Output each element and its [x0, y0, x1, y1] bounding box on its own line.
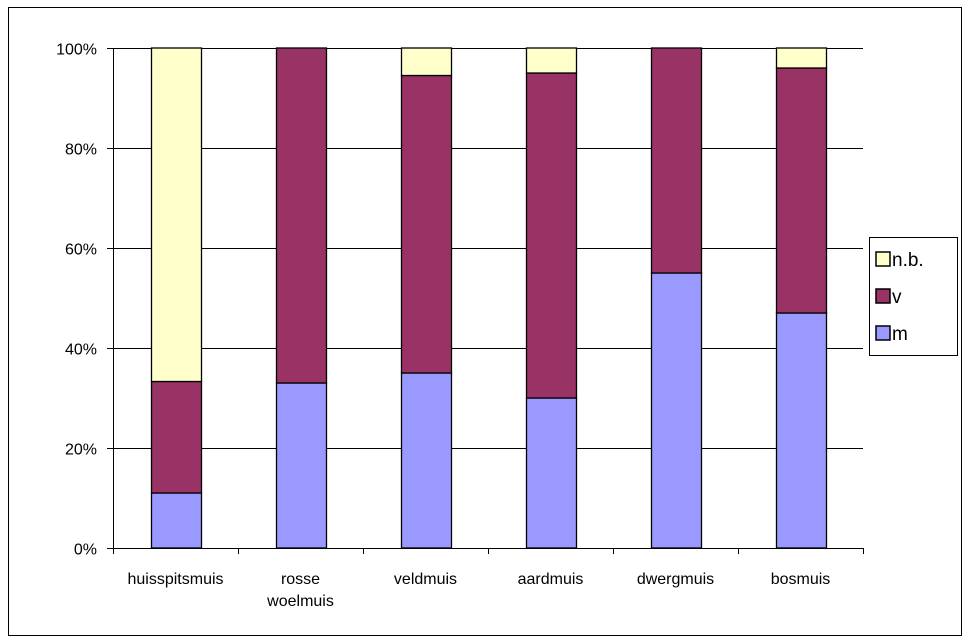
bar-segment-v: [150, 380, 203, 494]
bar-segment-nb: [400, 47, 453, 77]
axes: [107, 48, 864, 554]
bars: [150, 47, 828, 549]
bar-segment-m: [275, 382, 328, 549]
x-tick-label: bosmuis: [771, 571, 831, 588]
legend-swatch: [875, 251, 891, 267]
bar-segment-m: [650, 272, 703, 549]
bar-segment-v: [525, 72, 578, 399]
x-tick-label: aardmuis: [518, 571, 584, 588]
x-tick-label: dwergmuis: [637, 571, 714, 588]
legend-label: v: [892, 287, 902, 308]
bar-segment-m: [400, 372, 453, 549]
bar-segment-nb: [150, 47, 203, 383]
legend-swatch: [875, 325, 891, 341]
x-tick-label: veldmuis: [394, 571, 457, 588]
y-tick-label: 100%: [56, 42, 97, 59]
bar-segment-m: [525, 397, 578, 549]
y-tick-label: 60%: [65, 242, 97, 259]
legend-label: n.b.: [892, 250, 924, 271]
y-tick-label: 40%: [65, 342, 97, 359]
bar-segment-v: [400, 74, 453, 374]
x-tick-labels: huisspitsmuis rosse woelmuis veldmuis aardmu…: [127, 571, 830, 610]
bar-segment-nb: [525, 47, 578, 74]
y-tick-label: 0%: [74, 542, 97, 559]
y-tick-labels: 0% 20% 40% 60% 80% 100%: [56, 42, 97, 559]
bar-segment-nb: [775, 47, 828, 69]
legend-label: m: [892, 324, 908, 345]
legend-swatch: [875, 288, 891, 304]
bar-segment-m: [775, 312, 828, 549]
legend: n.b. vm: [869, 237, 958, 356]
bar-segment-m: [150, 492, 203, 549]
bar-segment-v: [275, 47, 328, 384]
y-tick-label: 20%: [65, 442, 97, 459]
x-tick-label: rosse: [281, 571, 320, 588]
gridlines: [113, 48, 863, 449]
bar-segment-v: [650, 47, 703, 274]
x-tick-label: woelmuis: [266, 593, 334, 610]
y-tick-label: 80%: [65, 142, 97, 159]
x-tick-label: huisspitsmuis: [127, 571, 223, 588]
bar-segment-v: [775, 67, 828, 314]
